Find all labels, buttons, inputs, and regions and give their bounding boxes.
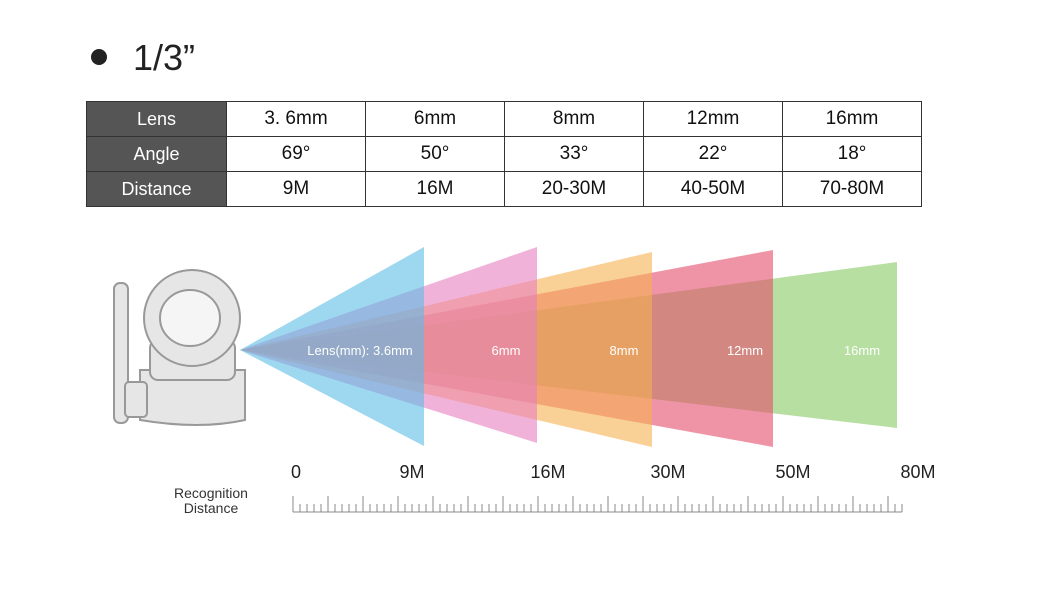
- beam-label: 16mm: [844, 343, 880, 358]
- table-cell: 6mm: [365, 101, 505, 137]
- beams: Lens(mm): 3.6mm 6mm 8mm 12mm 16mm: [240, 247, 897, 447]
- row-header: Lens: [86, 101, 227, 137]
- scale-label: 80M: [900, 462, 935, 482]
- table-cell: 20-30M: [504, 171, 644, 207]
- table-cell: 33°: [504, 136, 644, 172]
- scale-title: Distance: [184, 500, 239, 516]
- scale-label: 30M: [650, 462, 685, 482]
- scale-label: 16M: [530, 462, 565, 482]
- beam-label: 12mm: [727, 343, 763, 358]
- table-cell: 16mm: [782, 101, 922, 137]
- scale-title: Recognition: [174, 485, 248, 501]
- table-cell: 40-50M: [643, 171, 783, 207]
- beam-label: 8mm: [610, 343, 639, 358]
- spec-table: Lens 3. 6mm 6mm 8mm 12mm 16mm Angle 69° 50° 33° 22…: [86, 101, 922, 207]
- bullet: [91, 49, 107, 65]
- table-row: Angle 69° 50° 33° 22° 18°: [86, 136, 922, 172]
- table-cell: 50°: [365, 136, 505, 172]
- row-header: Angle: [86, 136, 227, 172]
- heading: 1/3”: [133, 37, 195, 78]
- table-row: Lens 3. 6mm 6mm 8mm 12mm 16mm: [86, 101, 922, 137]
- beam: [240, 247, 424, 446]
- table-cell: 22°: [643, 136, 783, 172]
- table-cell: 69°: [226, 136, 366, 172]
- table-cell: 12mm: [643, 101, 783, 137]
- table-cell: 3. 6mm: [226, 101, 366, 137]
- table-cell: 9M: [226, 171, 366, 207]
- table-cell: 16M: [365, 171, 505, 207]
- table-cell: 18°: [782, 136, 922, 172]
- table-row: Distance 9M 16M 20-30M 40-50M 70-80M: [86, 171, 922, 207]
- ruler: [292, 496, 903, 513]
- scale-label: 9M: [399, 462, 424, 482]
- camera: [113, 269, 246, 426]
- scale-label: 0: [291, 462, 301, 482]
- table-cell: 8mm: [504, 101, 644, 137]
- beam-label: 6mm: [492, 343, 521, 358]
- scale-label: 50M: [775, 462, 810, 482]
- table-cell: 70-80M: [782, 171, 922, 207]
- beam-label: Lens(mm): 3.6mm: [307, 343, 412, 358]
- row-header: Distance: [86, 171, 227, 207]
